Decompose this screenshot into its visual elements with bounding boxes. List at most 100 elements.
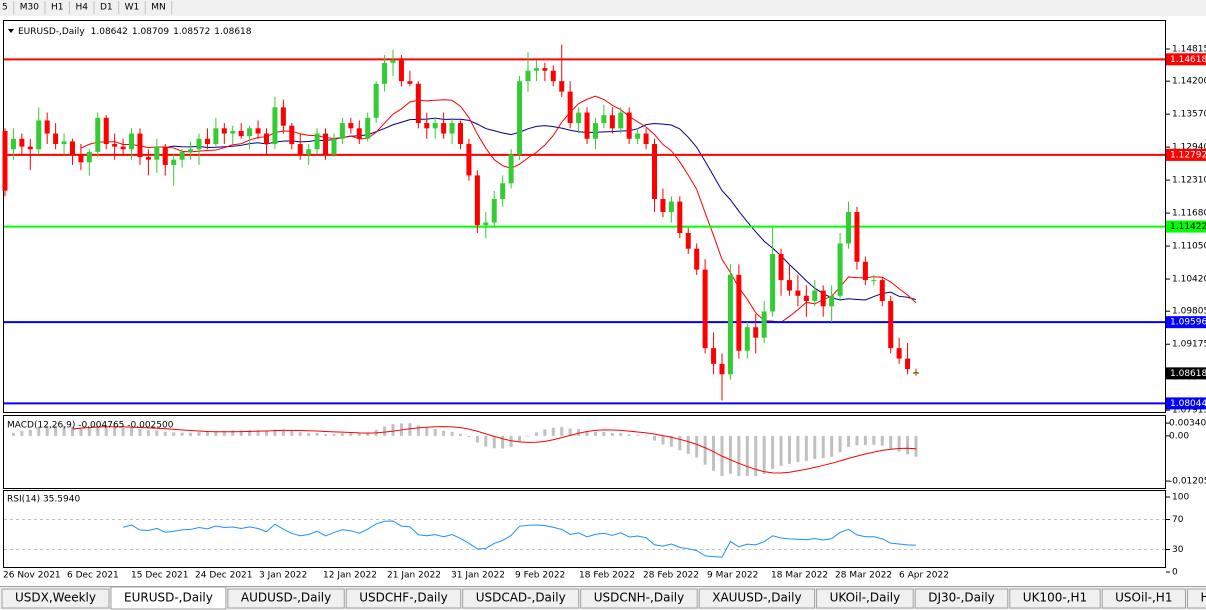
macd-bar xyxy=(551,427,555,436)
candle-body xyxy=(365,117,371,139)
timeframe-button[interactable]: MN xyxy=(151,3,166,13)
macd-bar xyxy=(534,432,538,436)
tab[interactable]: HK50-,H1 xyxy=(1186,588,1206,609)
macd-bar xyxy=(315,432,319,436)
candle-body xyxy=(550,70,556,82)
y-tick-label: 1.09805 xyxy=(1172,307,1206,317)
tab[interactable]: DJ30-,Daily xyxy=(914,588,1009,609)
tab-bg[interactable] xyxy=(698,588,816,609)
candle-body xyxy=(323,133,329,155)
tab[interactable]: USDCNH-,Daily xyxy=(580,588,698,609)
tab-bg[interactable] xyxy=(580,588,698,609)
timeframe-button[interactable]: W1 xyxy=(125,3,140,13)
candle-body xyxy=(491,198,497,223)
macd-bar xyxy=(155,430,159,436)
macd-bar xyxy=(416,425,420,436)
candle-body xyxy=(744,327,750,351)
macd-bar xyxy=(214,431,218,436)
tab-bg[interactable] xyxy=(1,588,110,609)
candle-body xyxy=(441,123,447,134)
macd-bar xyxy=(248,430,252,436)
tab-label[interactable]: UK100-,H1 xyxy=(1023,591,1087,605)
timeframe-button[interactable]: 5 xyxy=(2,3,8,13)
macd-bar xyxy=(518,435,522,442)
tab-bg[interactable] xyxy=(1009,588,1101,609)
tab-label[interactable]: USDCAD-,Daily xyxy=(476,591,566,605)
tab-label[interactable]: USDCNH-,Daily xyxy=(594,591,685,605)
tab-label[interactable]: USDX,Weekly xyxy=(15,591,96,605)
tab-bg[interactable] xyxy=(227,588,345,609)
tab[interactable]: USDCHF-,Daily xyxy=(345,588,462,609)
tab-bg[interactable] xyxy=(1101,588,1186,609)
candle-body xyxy=(533,68,539,71)
candle-body xyxy=(280,107,286,126)
candle-body xyxy=(668,201,674,213)
tab-label[interactable]: USOil-,H1 xyxy=(1115,591,1172,605)
tab-label[interactable]: EURUSD-,Daily xyxy=(124,591,213,605)
current-price-box xyxy=(1166,367,1206,380)
level-label: 1.11422 xyxy=(1170,222,1206,232)
x-tick-label: 15 Dec 2021 xyxy=(131,571,189,581)
macd-bar xyxy=(239,430,243,436)
candle-body xyxy=(888,301,894,349)
candle-body xyxy=(660,198,666,213)
tab-label[interactable]: UKOil-,Daily xyxy=(830,591,901,605)
tab-bg[interactable] xyxy=(914,588,1009,609)
macd-bar xyxy=(290,430,294,436)
tab[interactable]: UKOil-,Daily xyxy=(816,588,914,609)
level-label-box xyxy=(1166,220,1206,233)
rsi-tick-label: 30 xyxy=(1172,545,1184,555)
macd-bar xyxy=(492,435,496,449)
timeframe-button[interactable]: M30 xyxy=(20,3,39,13)
macd-bar xyxy=(307,433,311,436)
level-label: 1.12792 xyxy=(1170,150,1206,160)
candle-body xyxy=(525,70,531,82)
tab-bg[interactable] xyxy=(110,586,227,610)
y-tick-label: 1.11050 xyxy=(1172,242,1206,252)
symbol-title: EURUSD-,Daily xyxy=(18,27,85,37)
candle-body xyxy=(559,81,565,92)
tab[interactable]: AUDUSD-,Daily xyxy=(227,588,345,609)
tab-label[interactable]: DJ30-,Daily xyxy=(928,591,995,605)
candle-body xyxy=(517,81,523,155)
tab-bg[interactable] xyxy=(462,588,580,609)
tab[interactable]: XAUUSD-,Daily xyxy=(698,588,816,609)
macd-bar xyxy=(796,435,800,463)
tab[interactable]: EURUSD-,Daily xyxy=(110,586,227,610)
candle-body xyxy=(820,290,826,307)
tab[interactable]: USOil-,H1 xyxy=(1101,588,1186,609)
timeframe-button[interactable]: H4 xyxy=(75,3,88,13)
macd-bar xyxy=(62,425,66,436)
tab-label[interactable]: HK50-,H1 xyxy=(1200,591,1206,605)
candle-body xyxy=(86,151,92,163)
candle-body xyxy=(677,201,683,233)
tab-bg[interactable] xyxy=(1186,588,1206,609)
menu-triangle[interactable] xyxy=(8,29,14,33)
timeframe-button[interactable]: H1 xyxy=(51,3,64,13)
candle-body xyxy=(27,146,33,150)
candle-body xyxy=(390,60,396,63)
tab-label[interactable]: AUDUSD-,Daily xyxy=(241,591,331,605)
tab-bg[interactable] xyxy=(816,588,914,609)
macd-bar xyxy=(568,428,572,436)
candle-body xyxy=(432,123,438,129)
tab[interactable]: UK100-,H1 xyxy=(1009,588,1101,609)
macd-bar xyxy=(383,426,387,436)
timeframe-button[interactable]: D1 xyxy=(100,3,113,13)
macd-bar xyxy=(222,430,226,436)
tab-bg[interactable] xyxy=(345,588,462,609)
candle-body xyxy=(44,120,50,134)
candle-body xyxy=(567,91,573,124)
candle-body xyxy=(635,133,641,139)
tab[interactable]: USDX,Weekly xyxy=(1,588,110,609)
candle-body xyxy=(727,274,733,375)
tab-label[interactable]: USDCHF-,Daily xyxy=(359,591,447,605)
candle-body xyxy=(812,290,818,302)
tab-label[interactable]: XAUUSD-,Daily xyxy=(712,591,801,605)
candle-body xyxy=(905,358,911,370)
macd-bar xyxy=(197,432,201,436)
x-tick-label: 21 Jan 2022 xyxy=(387,571,441,581)
tab[interactable]: USDCAD-,Daily xyxy=(462,588,580,609)
macd-bar xyxy=(20,431,24,436)
candle-body xyxy=(508,154,514,184)
